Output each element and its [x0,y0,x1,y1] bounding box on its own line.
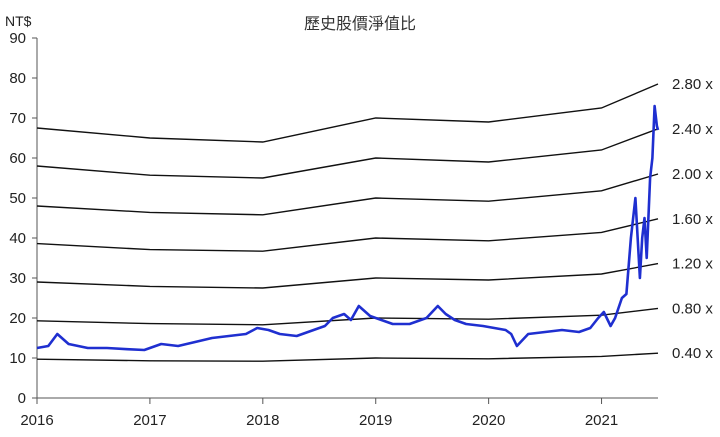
pb-band-label: 2.80 x [672,76,713,93]
pb-band-label: 0.40 x [672,345,713,362]
y-tick-label: 80 [9,70,26,87]
x-tick-label: 2021 [585,412,618,429]
pb-band-line [36,352,659,362]
y-tick-label: 20 [9,310,26,327]
chart-title: 歷史股價淨值比 [303,14,416,33]
pb-band-line [36,262,659,289]
y-axis: 0 10 20 30 40 50 60 70 80 90 [9,30,38,407]
pb-band-line [36,173,659,216]
pb-band-label: 1.60 x [672,211,713,228]
pb-band-label: 2.00 x [672,166,713,183]
y-tick-label: 50 [9,190,26,207]
x-tick-label: 2016 [20,412,53,429]
pb-band-label: 1.20 x [672,256,713,273]
pb-band-line [36,83,659,143]
y-axis-unit-label: NT$ [5,13,32,29]
y-tick-label: 70 [9,110,26,127]
pb-bands [36,83,659,362]
pb-band-line [36,218,659,252]
y-tick-label: 30 [9,270,26,287]
y-tick-label: 60 [9,150,26,167]
x-tick-label: 2017 [133,412,166,429]
pb-band-labels: 2.80 x 2.40 x 2.00 x 1.60 x 1.20 x 0.80 x 0.40… [672,76,713,362]
price-line [36,104,660,352]
x-tick-label: 2018 [246,412,279,429]
y-tick-label: 0 [18,390,26,407]
x-tick-label: 2019 [359,412,392,429]
x-tick-label: 2020 [472,412,505,429]
y-tick-label: 40 [9,230,26,247]
y-tick-label: 10 [9,350,26,367]
pb-band-label: 0.80 x [672,300,713,317]
pb-band-label: 2.40 x [672,121,713,138]
price-series [36,104,660,352]
x-axis: 2016 2017 2018 2019 2020 2021 [20,397,658,429]
pb-band-line [36,128,659,179]
y-tick-label: 90 [9,30,26,47]
